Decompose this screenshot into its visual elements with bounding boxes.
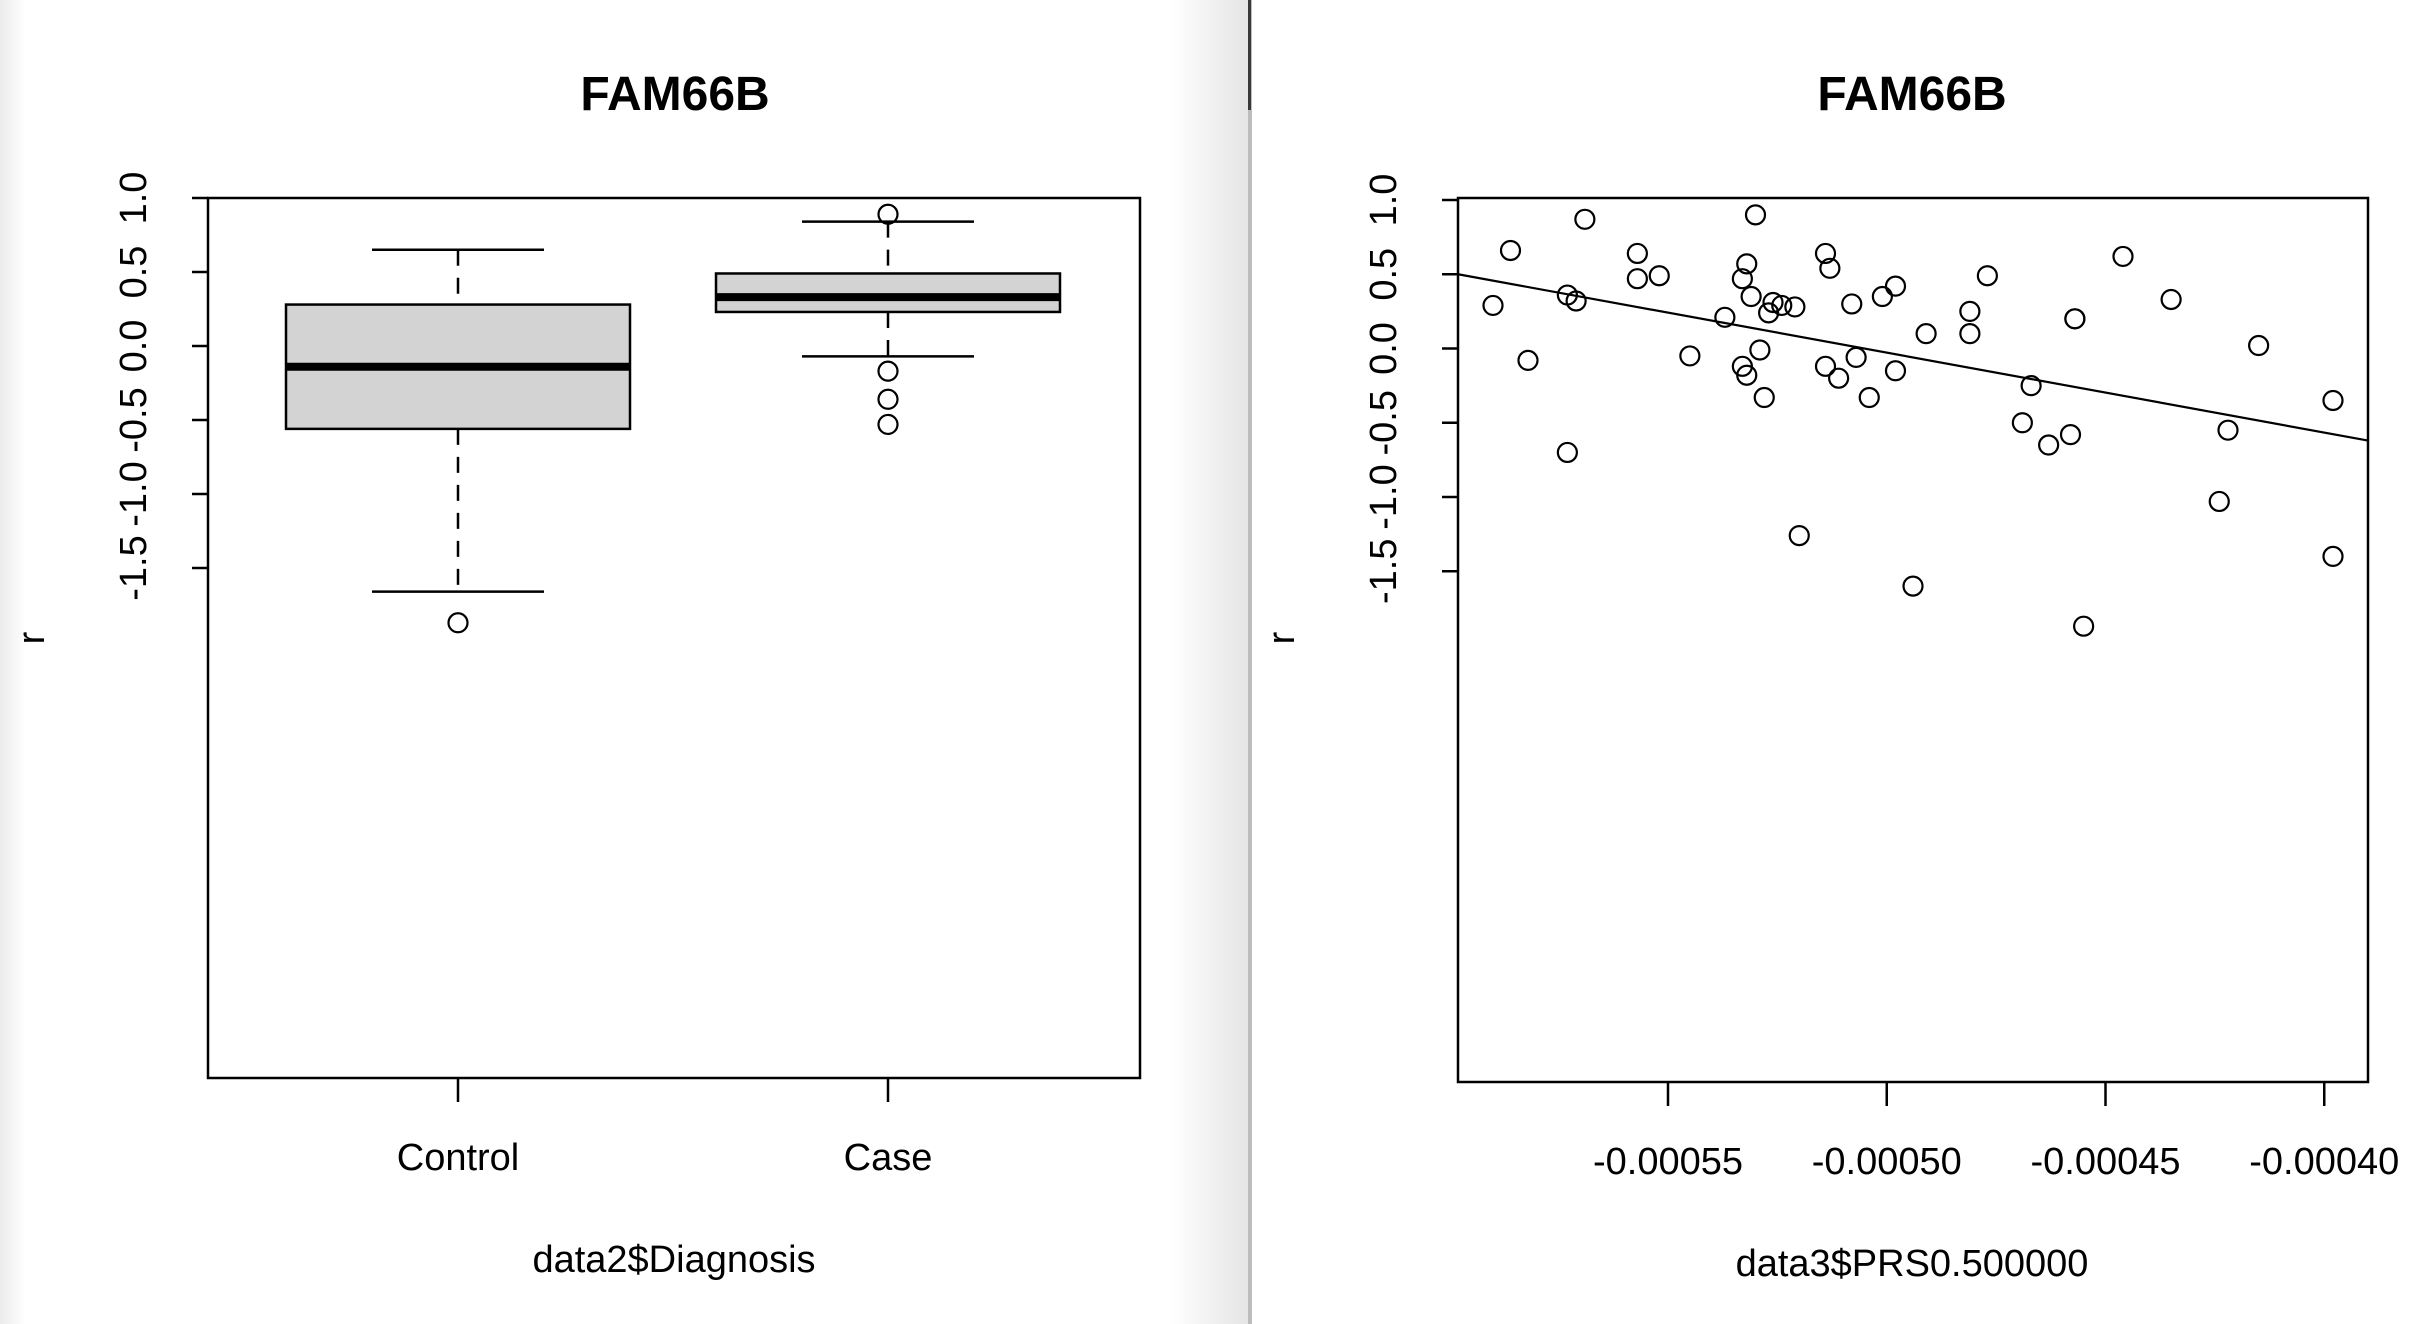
y-tick-label: -1.5 — [113, 535, 155, 600]
scatter-point — [2011, 412, 2033, 434]
scatter-point — [1679, 345, 1701, 367]
scatter-point — [1784, 296, 1806, 318]
scatter-point — [2217, 419, 2239, 441]
outlier-point — [877, 360, 899, 382]
y-axis: 1.0 0.5 0.0 -0.5 -1.0 -1.5 — [1363, 174, 1458, 604]
outlier-point — [447, 612, 469, 634]
scatter-point — [1762, 291, 1784, 314]
scatter-point — [1871, 285, 1893, 308]
scatter-point — [1841, 293, 1863, 315]
scatter-point — [1565, 290, 1587, 312]
scatter-points — [1457, 204, 2369, 637]
pane-splitter[interactable] — [1248, 0, 1252, 1324]
y-tick-label: -0.5 — [1363, 390, 1405, 455]
scatter-point — [2038, 434, 2060, 456]
scatter-point — [1814, 242, 1837, 265]
y-tick-label: 0.5 — [113, 246, 155, 299]
outlier-point — [877, 413, 899, 436]
pane-splitter-handle[interactable] — [1248, 0, 1251, 110]
scatter-point — [2322, 389, 2344, 412]
x-axis-label: data2$Diagnosis — [532, 1239, 815, 1281]
scatter-point — [1744, 204, 1767, 226]
scatter-point — [1749, 339, 1771, 361]
y-tick-label: -1.0 — [1363, 464, 1405, 529]
scatter-point — [1482, 294, 1504, 317]
scatter-point — [2248, 334, 2270, 357]
x-axis: Control Case — [397, 1078, 933, 1179]
scatter-point — [1771, 294, 1793, 317]
y-axis-label: r — [1261, 631, 1303, 644]
chart-title: FAM66B — [1817, 68, 2006, 121]
y-tick-label: -1.5 — [1363, 539, 1405, 604]
scatter-point — [1626, 242, 1648, 265]
scatter-point — [2208, 490, 2230, 513]
scatter-point — [1814, 355, 1837, 377]
scatter-point — [1626, 268, 1648, 290]
outlier-point — [877, 203, 899, 225]
x-tick-label: -0.00050 — [1812, 1141, 1962, 1183]
y-tick-label: 1.0 — [1363, 174, 1405, 227]
scatter-point — [1902, 575, 1924, 597]
regression-line — [1457, 273, 2369, 442]
x-tick-label: -0.00040 — [2249, 1141, 2399, 1183]
x-tick-label: Case — [844, 1137, 933, 1179]
plot-pane-right: FAM66B 1.0 0.5 0.0 -0.5 -1.0 -1.5 -0.00055 -0.… — [1252, 0, 2436, 1324]
y-axis-label: r — [11, 631, 53, 644]
scatter-point — [2020, 375, 2042, 397]
scatter-point — [2160, 288, 2182, 311]
y-tick-label: 0.0 — [113, 320, 155, 373]
x-axis: -0.00055 -0.00050 -0.00045 -0.00040 — [1593, 1082, 2399, 1183]
scatter-point — [1740, 285, 1762, 308]
scatter-point — [1845, 346, 1867, 369]
scatter-point — [1959, 300, 1981, 322]
scatter-point — [1915, 323, 1937, 345]
scatter-point — [1884, 275, 1907, 297]
scatter-point — [1731, 268, 1753, 290]
x-tick-label: Control — [397, 1137, 520, 1179]
plot-frame — [206, 196, 1142, 1080]
chart-title: FAM66B — [580, 68, 769, 121]
scatter-plot: FAM66B 1.00.50.0-0.5-1.0-1.5 -0.00055 -0.… — [1261, 68, 2399, 1285]
y-tick-label: 0.0 — [1363, 322, 1405, 375]
plot-pane-left: FAM66B 1.0 0.5 0.0 -0.5 -1.0 -1.5 Control Case… — [0, 0, 1248, 1324]
scatter-point — [2322, 545, 2344, 568]
iqr-box — [714, 272, 1062, 314]
scatter-point — [1819, 257, 1841, 279]
scatter-point — [1648, 265, 1670, 287]
scatter-point — [1736, 364, 1758, 386]
scatter-point — [1517, 349, 1539, 371]
scatter-point — [1959, 323, 1981, 345]
x-tick-label: -0.00055 — [1593, 1141, 1743, 1183]
scatter-point — [2073, 615, 2095, 637]
y-tick-label: -1.0 — [113, 461, 155, 526]
scatter-point — [1753, 386, 1775, 409]
scatter-point — [1788, 525, 1810, 547]
box-plot: FAM66B 1.0 0.5 0.0 -0.5 -1.0 -1.5 Control Case… — [11, 68, 1142, 1281]
scatter-point — [1884, 360, 1907, 382]
x-axis-label: data3$PRS0.500000 — [1736, 1243, 2089, 1285]
scatter-point — [1976, 265, 1998, 287]
scatter-point — [1574, 208, 1596, 230]
scatter-point — [1736, 253, 1758, 275]
y-axis: 1.0 0.5 0.0 -0.5 -1.0 -1.5 — [113, 172, 208, 601]
scatter-point — [1758, 302, 1780, 324]
scatter-point — [2059, 424, 2082, 446]
plot-frame — [1456, 196, 2370, 1084]
scatter-point — [2064, 308, 2086, 330]
y-tick-label: 1.0 — [113, 172, 155, 225]
box-case — [714, 203, 1062, 436]
outlier-point — [877, 388, 899, 410]
y-tick-label: -0.5 — [113, 387, 155, 452]
boxes — [284, 203, 1062, 634]
scatter-point — [1858, 386, 1880, 409]
y-tick-label: 0.5 — [1363, 248, 1405, 301]
scatter-point — [1556, 441, 1578, 464]
box-control — [284, 248, 632, 634]
scatter-point — [1828, 367, 1850, 389]
scatter-point — [1714, 306, 1736, 328]
x-tick-label: -0.00045 — [2030, 1141, 2180, 1183]
scatter-point — [2112, 245, 2134, 268]
scatter-point — [1499, 239, 1522, 262]
